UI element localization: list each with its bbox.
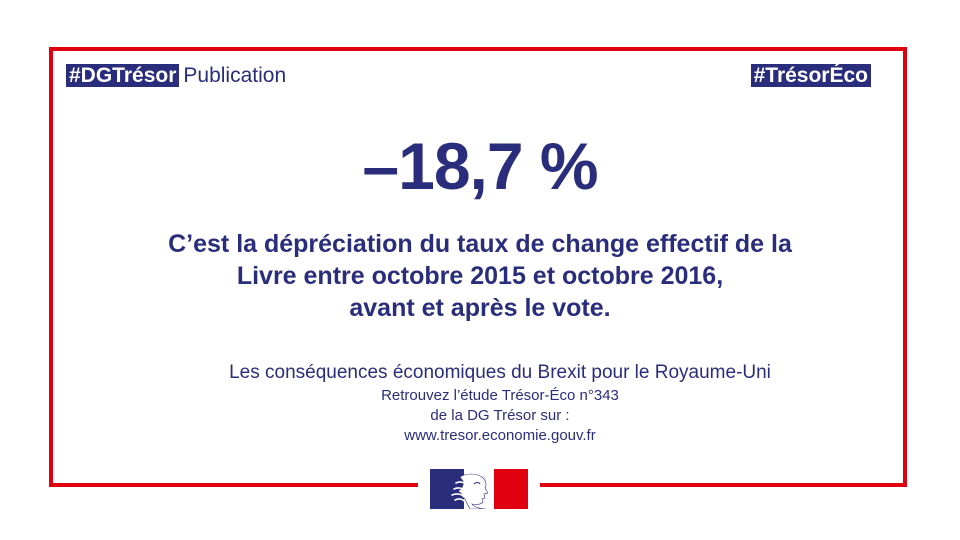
study-line: de la DG Trésor sur : [430, 407, 570, 424]
study-line: Retrouvez l’étude Trésor-Éco n°343 [381, 387, 619, 404]
hashtag-dgtresor[interactable]: #DGTrésor [66, 64, 180, 87]
study-title: Les conséquences économiques du Brexit p… [229, 362, 771, 383]
key-figure: –18,7 % [362, 129, 598, 203]
study-url-link[interactable]: www.tresor.economie.gouv.fr [404, 427, 596, 444]
caption-line: C’est la dépréciation du taux de change … [168, 230, 792, 258]
caption-line: avant et après le vote. [349, 294, 611, 322]
caption-line: Livre entre octobre 2015 et octobre 2016… [236, 262, 724, 290]
hashtag-tresoreco[interactable]: #TrésorÉco [750, 64, 871, 87]
study-info: Retrouvez l’étude Trésor-Éco n°343 de la… [150, 386, 850, 446]
publication-label: Publication [183, 64, 287, 87]
caption: C’est la dépréciation du taux de change … [100, 228, 860, 324]
header-left: #DGTrésor Publication [66, 64, 286, 88]
marianne-logo-icon [430, 469, 528, 509]
header-right: #TrésorÉco [750, 64, 871, 88]
